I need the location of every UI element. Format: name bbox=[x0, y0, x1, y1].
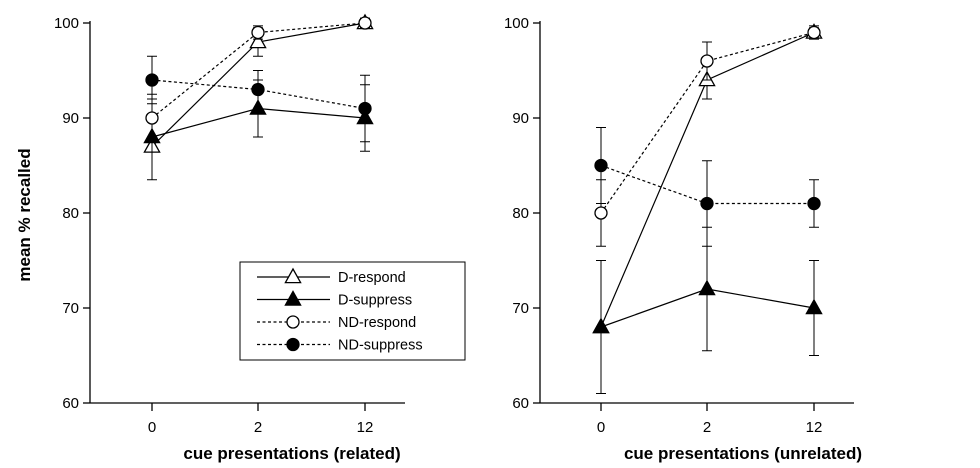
data-point bbox=[251, 82, 265, 97]
data-point bbox=[249, 32, 267, 49]
data-point bbox=[592, 317, 610, 334]
data-point bbox=[251, 25, 265, 40]
x-axis-title-right: cue presentations (unrelated) bbox=[624, 444, 862, 463]
legend-label: D-suppress bbox=[338, 293, 412, 309]
x-tick-label: 0 bbox=[597, 419, 605, 436]
y-tick-label: 70 bbox=[62, 300, 79, 317]
legend: D-respond D-suppress ND-respond ND-suppress bbox=[239, 261, 466, 361]
legend-label: ND-suppress bbox=[338, 338, 423, 354]
y-tick-label: 90 bbox=[512, 110, 529, 127]
data-point bbox=[286, 337, 300, 352]
data-point bbox=[284, 290, 302, 306]
y-tick-label: 90 bbox=[62, 110, 79, 127]
series-nd-suppress bbox=[594, 127, 821, 247]
data-point bbox=[807, 25, 821, 40]
data-point bbox=[700, 54, 714, 68]
data-point bbox=[145, 111, 159, 125]
series-line bbox=[600, 31, 815, 214]
series-d-suppress bbox=[592, 226, 823, 394]
legend-label: ND-respond bbox=[338, 315, 416, 331]
y-tick-label: 80 bbox=[62, 205, 79, 222]
data-point bbox=[594, 158, 608, 173]
y-tick-label: 60 bbox=[512, 395, 529, 412]
plot-panel-1: 60 70 80 90 100 0 2 12 D-respond D-suppress ND-res… bbox=[54, 13, 466, 436]
y-tick-label: 100 bbox=[54, 15, 79, 32]
x-tick-label: 2 bbox=[254, 419, 262, 436]
x-tick-label: 12 bbox=[806, 419, 823, 436]
data-point bbox=[358, 101, 372, 116]
data-point bbox=[807, 196, 821, 211]
data-point bbox=[594, 206, 608, 220]
x-tick-label: 12 bbox=[357, 419, 374, 436]
series-nd-suppress bbox=[145, 55, 372, 143]
y-tick-label: 100 bbox=[504, 15, 529, 32]
data-point bbox=[805, 298, 823, 315]
x-axis-title-left: cue presentations (related) bbox=[183, 444, 400, 463]
data-point bbox=[358, 16, 372, 30]
y-tick-label: 80 bbox=[512, 205, 529, 222]
legend-label: D-respond bbox=[338, 270, 406, 286]
x-tick-label: 0 bbox=[148, 419, 156, 436]
y-axis-title-left: mean % recalled bbox=[15, 148, 34, 281]
series-line bbox=[151, 22, 366, 119]
plot-panel-2: 60 70 80 90 100 0 2 12 bbox=[504, 15, 854, 436]
data-point bbox=[286, 315, 300, 329]
y-tick-label: 70 bbox=[512, 300, 529, 317]
series-nd-respond bbox=[594, 25, 821, 247]
x-tick-label: 2 bbox=[703, 419, 711, 436]
data-point bbox=[145, 73, 159, 87]
legend-box bbox=[239, 261, 466, 361]
data-point bbox=[698, 279, 716, 296]
data-point bbox=[700, 196, 714, 211]
y-tick-label: 60 bbox=[62, 395, 79, 412]
data-point bbox=[284, 267, 302, 284]
